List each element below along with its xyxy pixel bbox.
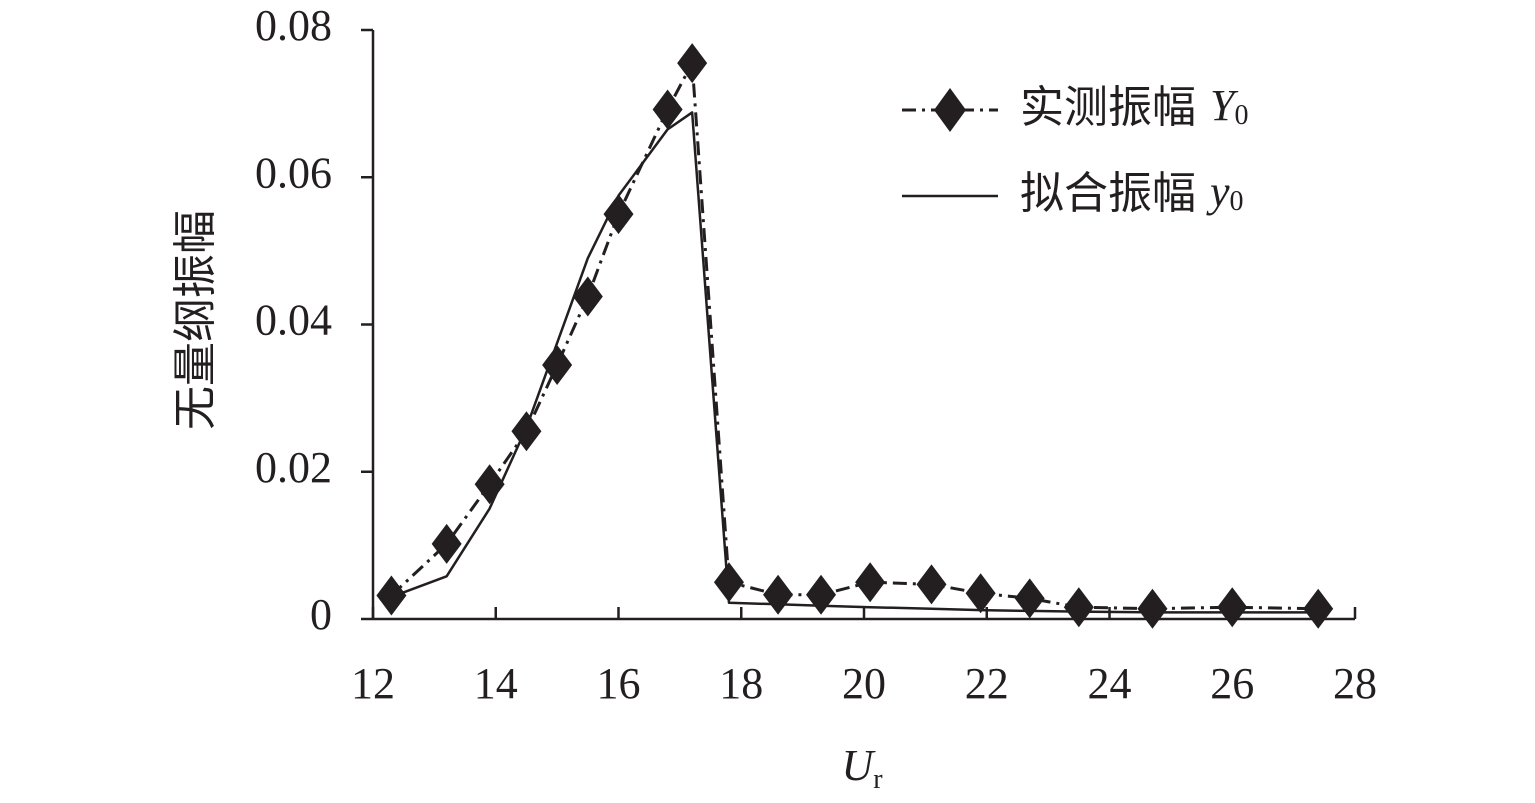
legend-label-measured: 实测振幅 Y0 xyxy=(1020,81,1248,133)
x-tick-label: 28 xyxy=(1333,659,1377,708)
measured-point-marker xyxy=(1014,578,1045,619)
y-tick-label: 0.06 xyxy=(255,148,332,197)
x-axis-title-main: U xyxy=(841,741,876,790)
legend-label-measured-sub: 0 xyxy=(1234,100,1248,131)
x-axis-title-sub: r xyxy=(873,764,883,795)
measured-point-marker xyxy=(376,575,407,616)
measured-point-marker xyxy=(652,89,683,130)
measured-point-marker xyxy=(713,562,744,603)
legend-label-fitted-text: 拟合振幅 xyxy=(1020,168,1210,219)
y-tick-label: 0.08 xyxy=(255,1,332,50)
measured-point-marker xyxy=(603,194,634,235)
x-tick-label: 20 xyxy=(842,659,886,708)
measured-point-marker xyxy=(806,574,837,615)
y-tick-label: 0.02 xyxy=(255,443,332,492)
measured-point-marker xyxy=(1303,588,1334,629)
x-tick-label: 18 xyxy=(719,659,763,708)
measured-point-marker xyxy=(763,574,794,615)
y-axis-title: 无量纲振幅 xyxy=(170,210,221,430)
measured-point-marker xyxy=(572,276,603,317)
x-tick-label: 26 xyxy=(1210,659,1254,708)
measured-point-marker xyxy=(965,573,996,614)
legend-item-measured: 实测振幅 Y0 xyxy=(902,81,1248,133)
measured-point-marker xyxy=(1217,587,1248,628)
legend-label-measured-text: 实测振幅 xyxy=(1020,82,1210,133)
x-tick-label: 22 xyxy=(965,659,1009,708)
legend-label-fitted-sub: 0 xyxy=(1230,186,1244,217)
tick-labels: 12 14 16 18 20 22 24 26 28 0 0.02 0.04 0.06 0.08 xyxy=(255,1,1377,708)
axes xyxy=(361,28,1357,621)
legend-label-fitted: 拟合振幅 y0 xyxy=(1020,167,1244,219)
measured-point-marker xyxy=(511,411,542,452)
x-axis-title: Ur xyxy=(841,741,883,795)
x-tick-label: 24 xyxy=(1088,659,1132,708)
measured-point-marker xyxy=(677,43,708,84)
series-layer xyxy=(376,43,1334,629)
measured-point-marker xyxy=(1137,588,1168,629)
measured-point-marker xyxy=(542,344,573,385)
measured-point-marker xyxy=(916,564,947,605)
y-tick-label: 0.04 xyxy=(255,296,332,345)
measured-point-marker xyxy=(855,562,886,603)
legend: 实测振幅 Y0 拟合振幅 y0 xyxy=(902,81,1248,219)
y-tick-label: 0 xyxy=(310,590,332,639)
x-tick-label: 14 xyxy=(474,659,518,708)
measured-point-marker xyxy=(1063,587,1094,628)
legend-label-fitted-symbol: y xyxy=(1206,167,1230,216)
measured-point-marker xyxy=(474,464,505,505)
series-line-measured xyxy=(390,57,1319,611)
x-tick-label: 16 xyxy=(597,659,641,708)
legend-label-measured-symbol: Y xyxy=(1210,81,1239,130)
measured-point-marker xyxy=(431,523,462,564)
legend-item-fitted: 拟合振幅 y0 xyxy=(902,167,1244,219)
legend-marker-measured xyxy=(934,88,966,132)
x-tick-label: 12 xyxy=(351,659,395,708)
